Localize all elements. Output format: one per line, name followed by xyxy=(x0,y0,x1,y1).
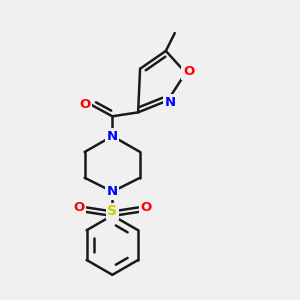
Text: S: S xyxy=(107,204,117,218)
Text: O: O xyxy=(140,201,152,214)
Text: O: O xyxy=(183,65,194,78)
Text: N: N xyxy=(164,96,175,109)
Text: N: N xyxy=(107,130,118,142)
Text: N: N xyxy=(107,185,118,198)
Text: O: O xyxy=(73,201,84,214)
Text: O: O xyxy=(79,98,90,111)
